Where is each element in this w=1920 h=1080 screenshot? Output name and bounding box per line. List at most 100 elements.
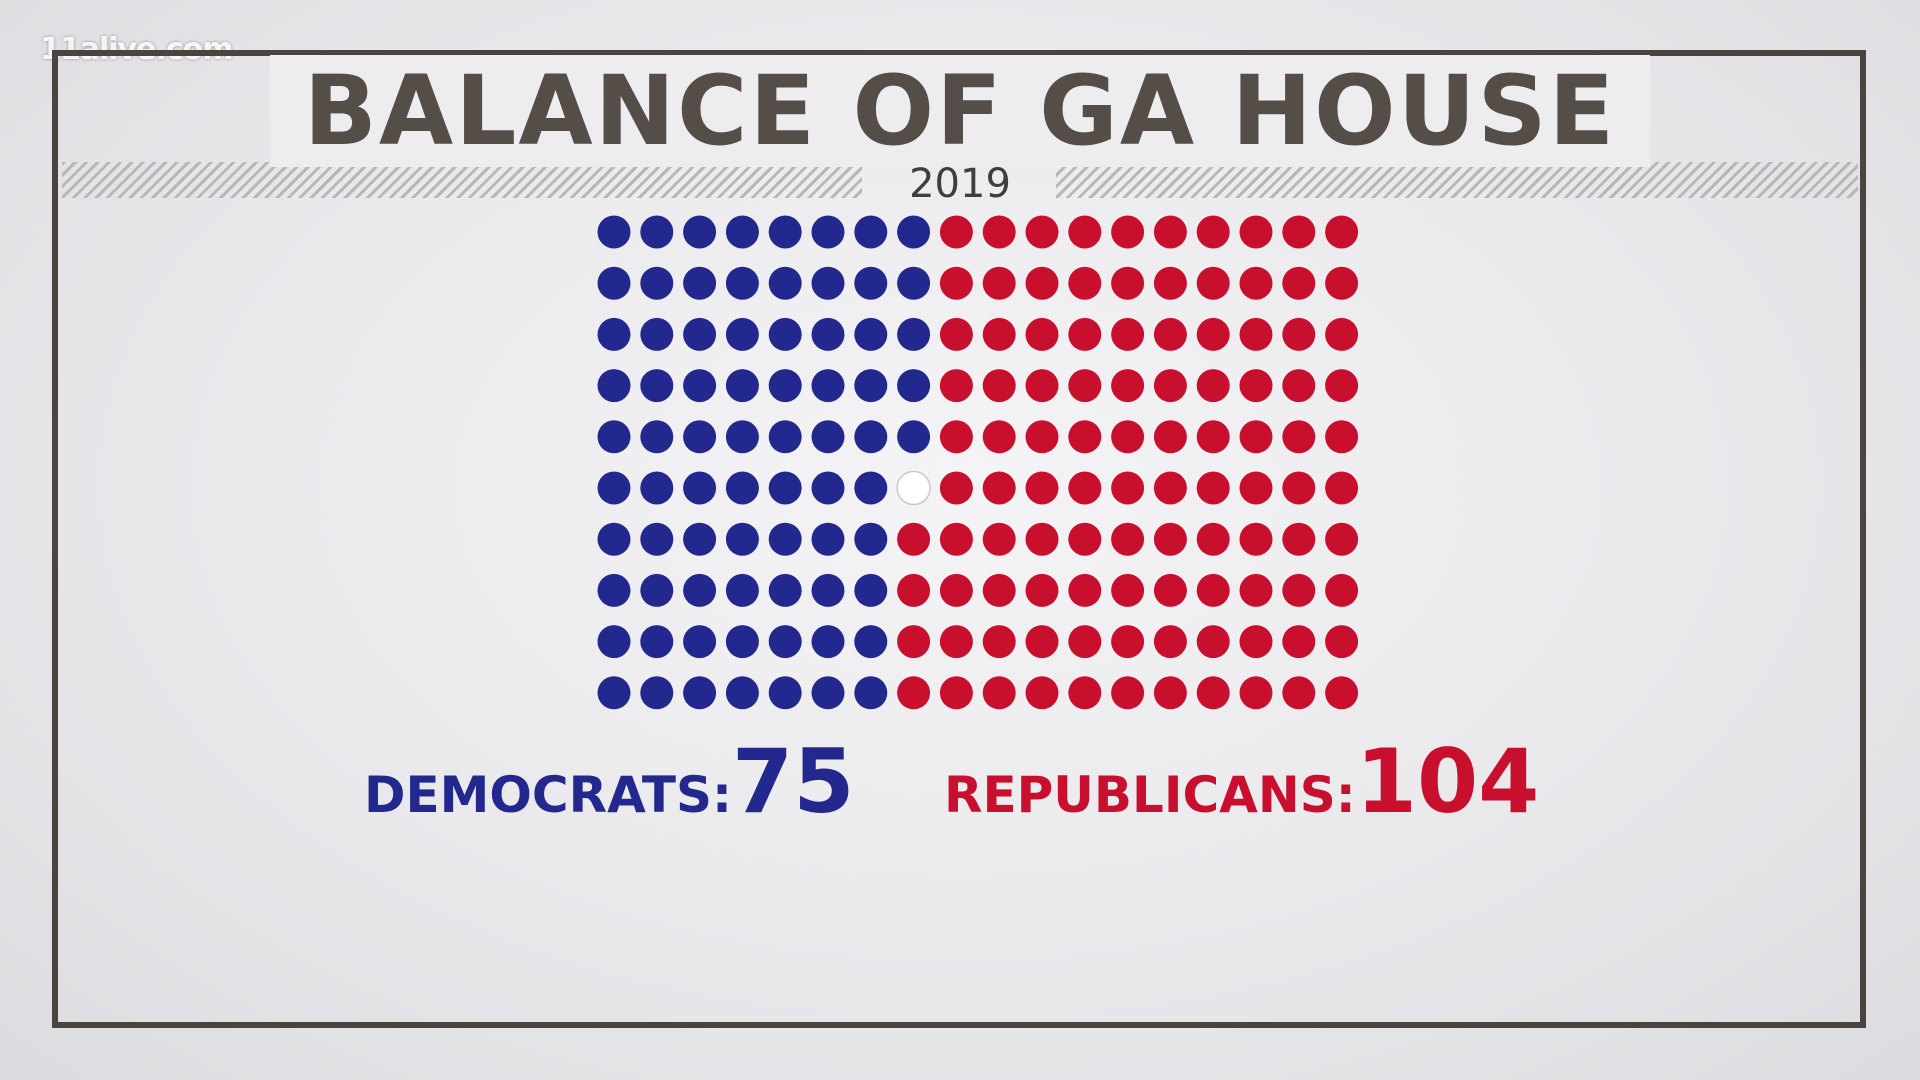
democrat-seat-dot [640, 420, 674, 454]
republican-seat-dot [897, 573, 931, 607]
democrat-seat-dot [897, 369, 931, 403]
republican-seat-dot [1325, 215, 1359, 249]
republican-seat-dot [1068, 625, 1102, 659]
republican-seat-dot [982, 522, 1016, 556]
republican-seat-dot [1068, 522, 1102, 556]
republican-seat-dot [897, 676, 931, 710]
republican-seat-dot [939, 266, 973, 300]
republican-seat-dot [939, 471, 973, 505]
democrat-seat-dot [768, 369, 802, 403]
republican-seat-dot [1239, 522, 1273, 556]
democrat-seat-dot [683, 471, 717, 505]
republican-seat-dot [939, 420, 973, 454]
democrat-seat-dot [811, 625, 845, 659]
republican-seat-dot [1239, 625, 1273, 659]
democrat-seat-dot [854, 369, 888, 403]
republican-seat-dot [1153, 317, 1187, 351]
republican-seat-dot [939, 369, 973, 403]
democrat-seat-dot [725, 676, 759, 710]
republican-seat-dot [1111, 573, 1145, 607]
democrats-label: DEMOCRATS:75 [364, 730, 855, 840]
democrat-seat-dot [768, 420, 802, 454]
republican-seat-dot [939, 317, 973, 351]
democrat-seat-dot [597, 625, 631, 659]
democrat-seat-dot [640, 573, 674, 607]
democrat-seat-dot [597, 266, 631, 300]
republican-seat-dot [1325, 522, 1359, 556]
republican-seat-dot [1196, 317, 1230, 351]
democrats-name: DEMOCRATS: [364, 766, 733, 824]
democrat-seat-dot [640, 266, 674, 300]
republican-seat-dot [1025, 317, 1059, 351]
democrat-seat-dot [597, 471, 631, 505]
democrat-seat-dot [597, 317, 631, 351]
republican-seat-dot [982, 573, 1016, 607]
democrat-seat-dot [640, 369, 674, 403]
democrat-seat-dot [725, 369, 759, 403]
republican-seat-dot [1196, 573, 1230, 607]
democrat-seat-dot [683, 522, 717, 556]
republican-seat-dot [939, 215, 973, 249]
republican-seat-dot [1153, 522, 1187, 556]
republican-seat-dot [1111, 215, 1145, 249]
republican-seat-dot [1239, 573, 1273, 607]
republican-seat-dot [1325, 420, 1359, 454]
republican-seat-dot [1111, 471, 1145, 505]
republican-seat-dot [1153, 420, 1187, 454]
republican-seat-dot [1239, 266, 1273, 300]
democrat-seat-dot [811, 266, 845, 300]
democrat-seat-dot [597, 522, 631, 556]
democrat-seat-dot [854, 573, 888, 607]
chart-title: BALANCE OF GA HOUSE [0, 55, 1920, 167]
republican-seat-dot [1325, 317, 1359, 351]
democrat-seat-dot [854, 317, 888, 351]
democrat-seat-dot [811, 522, 845, 556]
republican-seat-dot [1239, 676, 1273, 710]
republican-seat-dot [1239, 215, 1273, 249]
republican-seat-dot [1239, 420, 1273, 454]
republican-seat-dot [1111, 420, 1145, 454]
democrat-seat-dot [725, 266, 759, 300]
graphic-frame [52, 50, 1866, 1028]
republican-seat-dot [1325, 573, 1359, 607]
republican-seat-dot [1025, 215, 1059, 249]
republican-seat-dot [1196, 471, 1230, 505]
republican-seat-dot [1111, 369, 1145, 403]
republican-seat-dot [1325, 471, 1359, 505]
republican-seat-dot [1025, 266, 1059, 300]
republican-seat-dot [982, 266, 1016, 300]
republican-seat-dot [1325, 676, 1359, 710]
republican-seat-dot [1153, 573, 1187, 607]
democrat-seat-dot [811, 573, 845, 607]
democrat-seat-dot [725, 420, 759, 454]
republican-seat-dot [897, 522, 931, 556]
republican-seat-dot [1068, 471, 1102, 505]
democrat-seat-dot [811, 676, 845, 710]
republican-seat-dot [1025, 471, 1059, 505]
democrat-seat-dot [897, 420, 931, 454]
republican-seat-dot [1025, 369, 1059, 403]
republican-seat-dot [1153, 676, 1187, 710]
station-watermark: 11alive.com [40, 32, 234, 67]
democrat-seat-dot [640, 215, 674, 249]
democrat-seat-dot [811, 215, 845, 249]
hatch-divider-right [1056, 162, 1858, 198]
democrat-seat-dot [597, 676, 631, 710]
republican-seat-dot [1153, 215, 1187, 249]
republican-seat-dot [1282, 522, 1316, 556]
republican-seat-dot [1068, 317, 1102, 351]
democrat-seat-dot [597, 215, 631, 249]
democrat-seat-dot [768, 676, 802, 710]
democrat-seat-dot [854, 625, 888, 659]
democrat-seat-dot [854, 215, 888, 249]
republicans-label: REPUBLICANS:104 [944, 730, 1539, 840]
democrat-seat-dot [897, 215, 931, 249]
republican-seat-dot [1282, 573, 1316, 607]
democrat-seat-dot [683, 317, 717, 351]
democrat-seat-dot [811, 317, 845, 351]
democrat-seat-dot [683, 215, 717, 249]
democrat-seat-dot [683, 369, 717, 403]
republican-seat-dot [939, 676, 973, 710]
republican-seat-dot [1068, 573, 1102, 607]
